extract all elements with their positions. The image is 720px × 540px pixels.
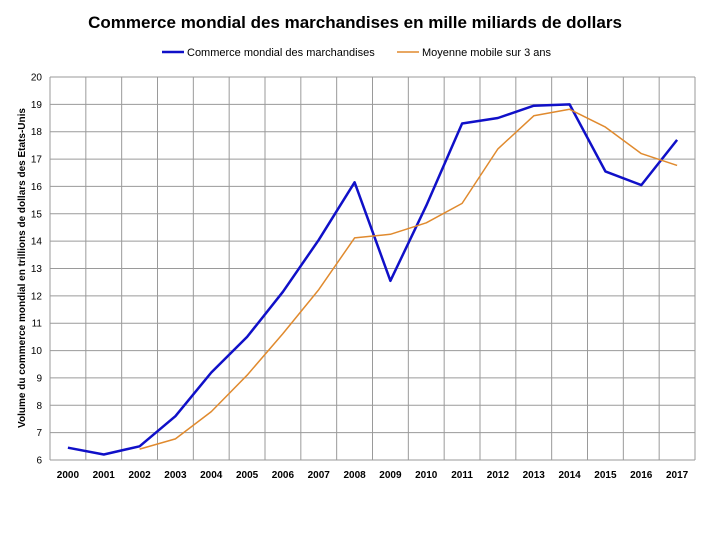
y-tick-label: 17 [31, 155, 43, 166]
chart-title: Commerce mondial des marchandises en mil… [88, 13, 622, 32]
x-tick-label: 2010 [415, 470, 438, 481]
x-tick-label: 2015 [594, 470, 617, 481]
x-tick-label: 2016 [630, 470, 653, 481]
x-tick-label: 2017 [666, 470, 689, 481]
x-tick-label: 2014 [558, 470, 581, 481]
y-tick-label: 16 [31, 182, 43, 193]
legend-label-series-1: Commerce mondial des marchandises [187, 47, 375, 59]
y-tick-label: 7 [36, 428, 42, 439]
grid [49, 76, 696, 461]
y-tick-label: 19 [31, 100, 43, 111]
y-tick-label: 18 [31, 127, 43, 138]
y-axis-ticks: 6 7 8 9 10 11 12 13 14 15 16 17 18 19 20 [31, 73, 43, 467]
y-tick-label: 6 [36, 456, 42, 467]
x-tick-label: 2000 [57, 470, 80, 481]
x-tick-label: 2012 [487, 470, 510, 481]
x-tick-label: 2003 [164, 470, 187, 481]
y-tick-label: 12 [31, 291, 43, 302]
x-tick-label: 2002 [128, 470, 151, 481]
x-tick-label: 2005 [236, 470, 259, 481]
x-tick-label: 2004 [200, 470, 223, 481]
y-tick-label: 15 [31, 209, 43, 220]
x-tick-label: 2013 [523, 470, 546, 481]
legend: Commerce mondial des marchandises Moyenn… [162, 47, 552, 59]
x-axis-ticks: 2000 2001 2002 2003 2004 2005 2006 2007 2008 2009… [57, 470, 689, 481]
x-tick-label: 2006 [272, 470, 295, 481]
y-tick-label: 10 [31, 346, 43, 357]
series-line-1 [67, 103, 679, 456]
legend-label-series-2: Moyenne mobile sur 3 ans [422, 47, 552, 59]
x-tick-label: 2007 [308, 470, 331, 481]
series-line-2 [139, 108, 678, 450]
x-tick-label: 2001 [93, 470, 116, 481]
x-tick-label: 2011 [451, 470, 473, 481]
y-tick-label: 13 [31, 264, 43, 275]
x-tick-label: 2009 [379, 470, 402, 481]
y-tick-label: 9 [36, 373, 42, 384]
series-layer [67, 103, 679, 456]
y-tick-label: 11 [32, 319, 43, 330]
y-tick-label: 14 [31, 237, 43, 248]
y-axis-label: Volume du commerce mondial en trillions … [17, 108, 28, 428]
y-tick-label: 20 [31, 73, 43, 84]
x-tick-label: 2008 [343, 470, 366, 481]
y-tick-label: 8 [36, 401, 42, 412]
